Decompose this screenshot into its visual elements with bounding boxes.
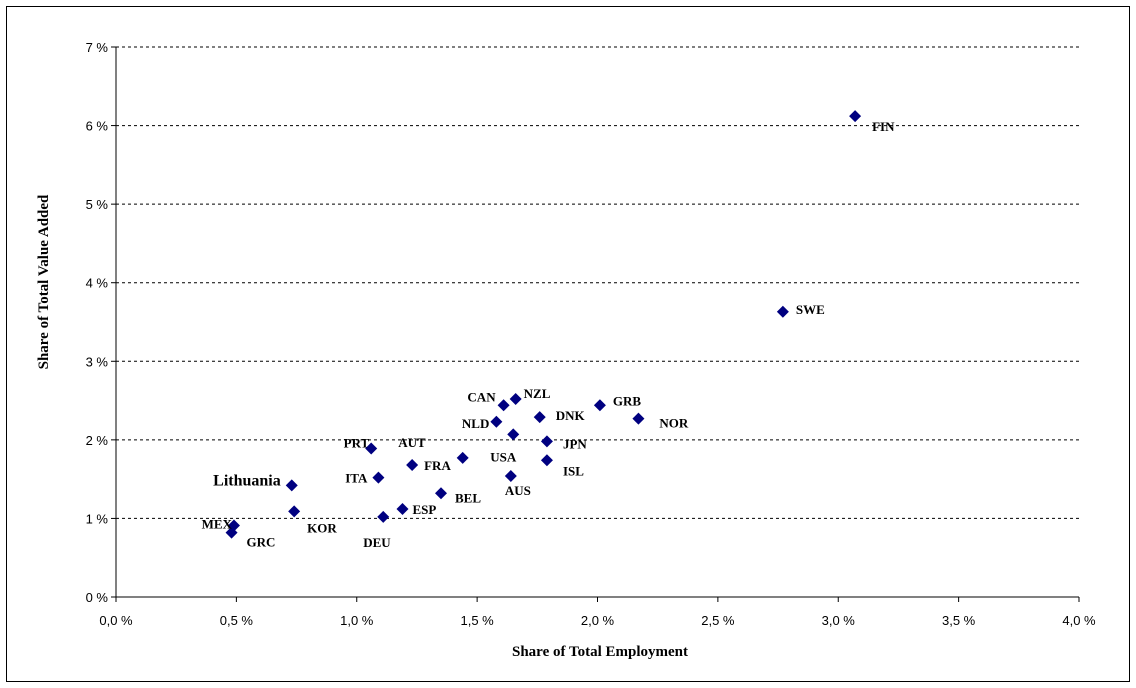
- data-label-esp: ESP: [412, 502, 436, 517]
- data-label-dnk: DNK: [556, 408, 586, 423]
- data-point-lithuania: [285, 479, 298, 492]
- data-point-aus: [504, 470, 517, 482]
- data-point-kor: [288, 505, 301, 518]
- data-point-fin: [849, 110, 862, 123]
- data-point-grb: [593, 399, 606, 412]
- data-point-nzl: [509, 393, 522, 405]
- data-label-aus: AUS: [505, 483, 531, 498]
- data-label-jpn: JPN: [563, 436, 587, 451]
- x-tick-labels: 0,0 % 0,5 % 1,0 % 1,5 % 2,0 % 2,5 % 3,0 % 3,5 %…: [99, 613, 1096, 628]
- data-label-isl: ISL: [563, 463, 584, 478]
- data-label-grb: GRB: [613, 393, 642, 408]
- data-point-deu: [377, 510, 390, 523]
- x-tick-label: 4,0 %: [1062, 613, 1096, 628]
- data-point-usa: [507, 428, 520, 441]
- chart-frame: [6, 6, 1130, 682]
- data-point-grc: [225, 526, 238, 539]
- x-tick-label: 3,0 %: [822, 613, 856, 628]
- data-points: [225, 110, 862, 539]
- data-point-prt: [365, 442, 378, 455]
- axes: [115, 47, 1079, 598]
- data-label-fra: FRA: [424, 458, 451, 473]
- data-point-nor: [632, 412, 645, 425]
- data-labels: FIN SWE GRB NOR CAN NZL DNK NLD USA JPN ISL AUS PRT A…: [202, 119, 895, 550]
- y-tick-label: 7 %: [86, 40, 109, 55]
- y-axis-title: Share of Total Value Added: [36, 194, 52, 369]
- data-label-nzl: NZL: [524, 386, 551, 401]
- data-point-bel: [435, 487, 448, 500]
- data-label-nld: NLD: [462, 416, 489, 431]
- data-point-esp: [396, 503, 409, 515]
- x-axis-title: Share of Total Employment: [512, 644, 688, 660]
- gridlines: [116, 46, 1079, 519]
- data-label-swe: SWE: [796, 302, 825, 317]
- y-tick-label: 0 %: [86, 590, 109, 605]
- data-label-nor: NOR: [659, 416, 689, 431]
- data-point-nld: [490, 415, 503, 428]
- data-label-kor: KOR: [307, 520, 337, 535]
- data-label-can: CAN: [467, 389, 496, 404]
- data-label-bel: BEL: [455, 490, 481, 505]
- data-point-isl: [540, 454, 553, 467]
- y-tick-label: 5 %: [86, 197, 109, 212]
- y-tick-labels: 0 % 1 % 2 % 3 % 4 % 5 % 6 % 7 %: [86, 40, 109, 605]
- x-tick-label: 1,0 %: [340, 613, 374, 628]
- data-point-fra: [406, 459, 419, 471]
- data-label-grc: GRC: [247, 535, 276, 550]
- data-label-mex: MEX: [202, 517, 233, 532]
- data-label-fin: FIN: [872, 119, 895, 134]
- data-label-lithuania: Lithuania: [213, 472, 281, 489]
- tick-marks: [111, 46, 1080, 602]
- data-point-can: [497, 399, 510, 412]
- data-label-prt: PRT: [344, 436, 370, 451]
- data-point-dnk: [533, 411, 546, 424]
- y-tick-label: 1 %: [86, 511, 109, 526]
- y-tick-label: 6 %: [86, 119, 109, 134]
- x-tick-label: 1,5 %: [461, 613, 495, 628]
- x-tick-label: 0,5 %: [220, 613, 254, 628]
- y-tick-label: 3 %: [86, 354, 109, 369]
- x-tick-label: 2,0 %: [581, 613, 615, 628]
- y-tick-label: 2 %: [86, 433, 109, 448]
- data-label-ita: ITA: [345, 471, 368, 486]
- data-point-aut: [456, 451, 469, 464]
- x-tick-label: 2,5 %: [701, 613, 735, 628]
- data-point-jpn: [540, 435, 553, 448]
- x-tick-label: 3,5 %: [942, 613, 976, 628]
- x-tick-label: 0,0 %: [99, 613, 133, 628]
- y-tick-label: 4 %: [86, 276, 109, 291]
- data-point-ita: [372, 471, 385, 484]
- data-point-swe: [776, 305, 789, 318]
- data-label-usa: USA: [490, 449, 517, 464]
- data-label-deu: DEU: [363, 535, 391, 550]
- data-label-aut: AUT: [398, 435, 426, 450]
